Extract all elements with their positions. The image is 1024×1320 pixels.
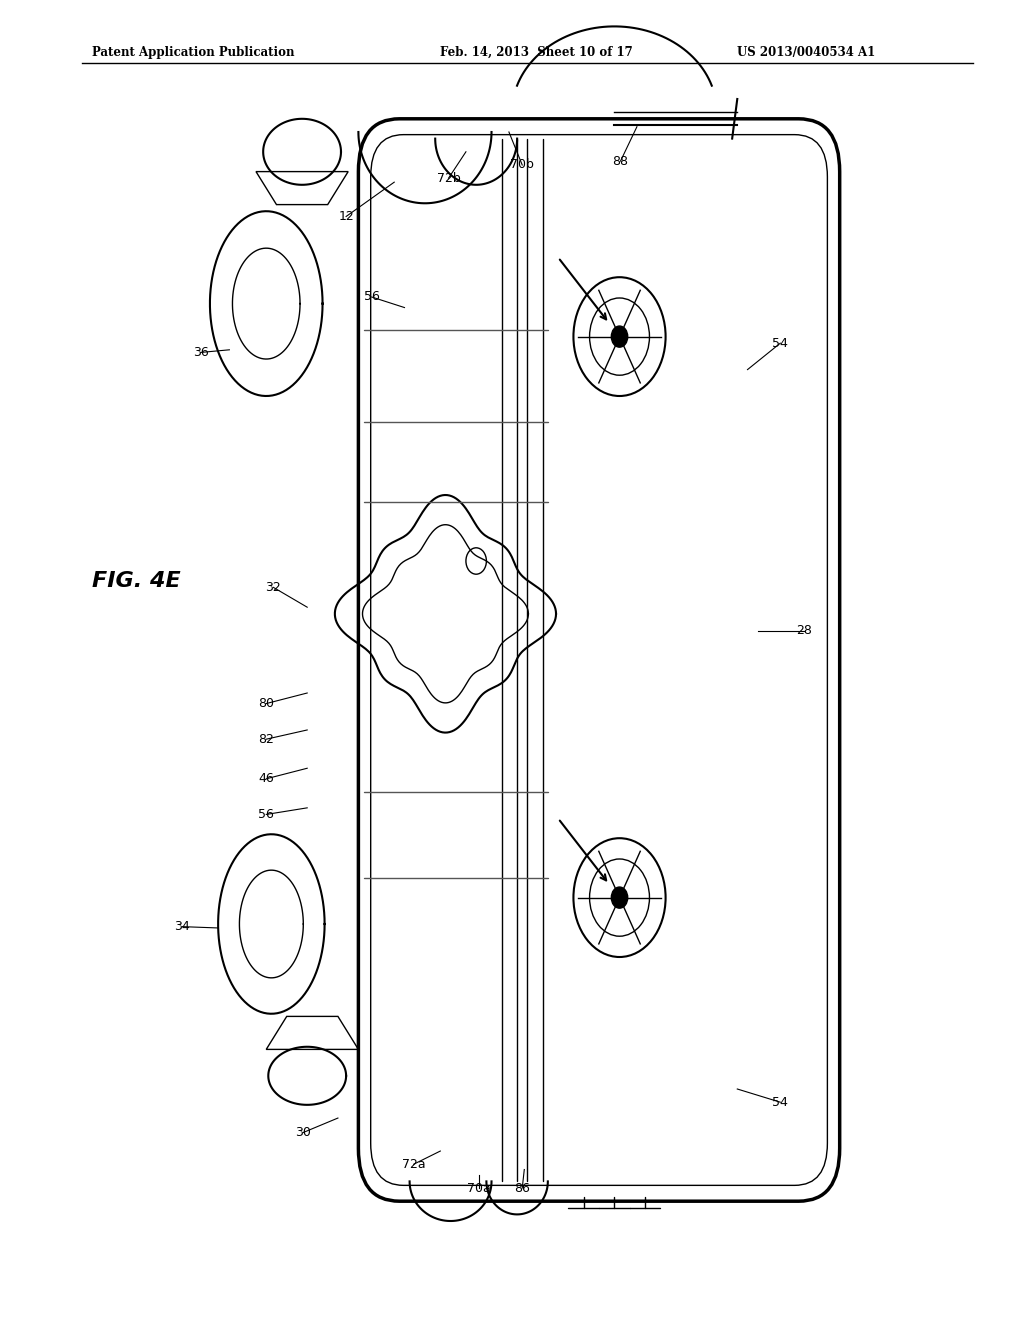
Text: 36: 36 [193,346,209,359]
Text: 72a: 72a [401,1158,426,1171]
Text: 32: 32 [265,581,282,594]
Text: US 2013/0040534 A1: US 2013/0040534 A1 [737,46,876,59]
Text: Feb. 14, 2013  Sheet 10 of 17: Feb. 14, 2013 Sheet 10 of 17 [440,46,633,59]
Text: 54: 54 [772,1096,788,1109]
Text: 46: 46 [258,772,274,785]
Text: 56: 56 [258,808,274,821]
Text: 86: 86 [514,1181,530,1195]
Text: 82: 82 [258,733,274,746]
Text: 30: 30 [295,1126,311,1139]
Text: Patent Application Publication: Patent Application Publication [92,46,295,59]
Text: 88: 88 [612,154,629,168]
Text: FIG. 4E: FIG. 4E [92,570,181,591]
Text: 28: 28 [796,624,812,638]
Text: 12: 12 [338,210,354,223]
Text: 70a: 70a [467,1181,492,1195]
Text: 56: 56 [364,290,380,304]
Text: 70b: 70b [510,158,535,172]
Text: 34: 34 [174,920,190,933]
Circle shape [611,326,628,347]
Text: 72b: 72b [436,172,461,185]
Circle shape [611,887,628,908]
Text: 54: 54 [772,337,788,350]
Text: 80: 80 [258,697,274,710]
